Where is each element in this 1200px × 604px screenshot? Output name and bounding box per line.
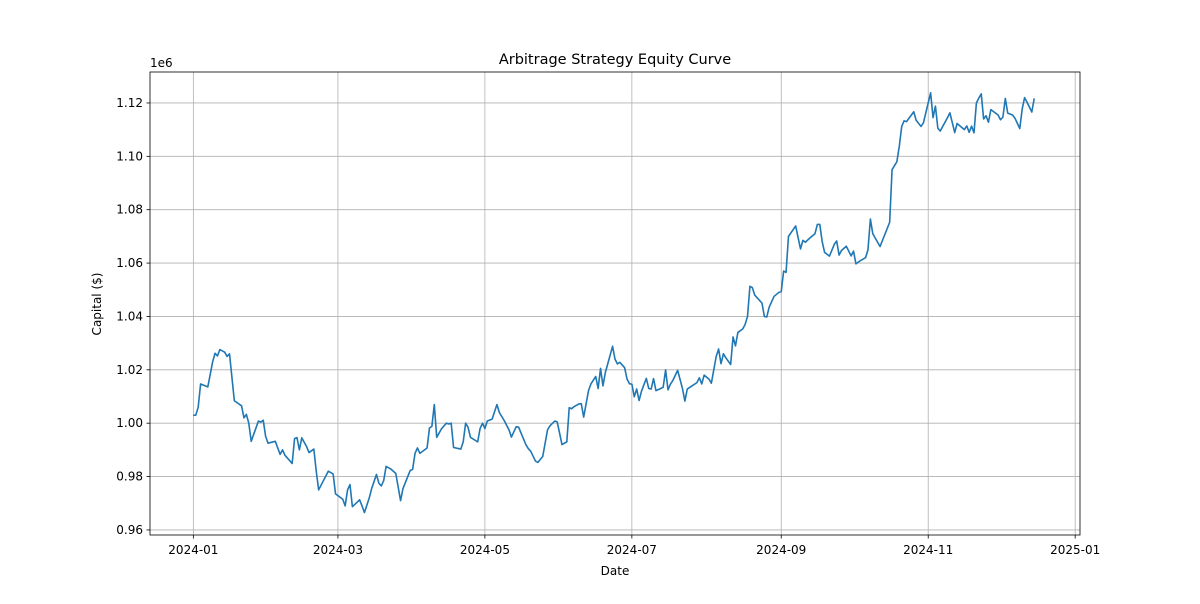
y-tick-label: 1.12 [116, 96, 143, 110]
y-tick-label: 1.08 [116, 203, 143, 217]
x-tick-label: 2024-03 [313, 543, 363, 557]
x-tick-label: 2024-01 [168, 543, 218, 557]
x-tick-label: 2024-11 [903, 543, 953, 557]
y-offset-label: 1e6 [150, 56, 173, 70]
plot-frame [149, 71, 1081, 536]
y-axis-label: Capital ($) [90, 273, 104, 336]
x-tick-label: 2024-09 [756, 543, 806, 557]
y-tick-label: 1.04 [116, 309, 143, 323]
y-tick-label: 0.98 [116, 470, 143, 484]
y-tick-label: 1.06 [116, 256, 143, 270]
x-tick-label: 2024-05 [460, 543, 510, 557]
x-tick-label: 2024-07 [607, 543, 657, 557]
y-tick-label: 1.02 [116, 363, 143, 377]
chart-title: Arbitrage Strategy Equity Curve [499, 52, 731, 68]
y-tick-label: 1.00 [116, 416, 143, 430]
x-axis-label: Date [601, 564, 630, 578]
line-series [193, 92, 1036, 514]
x-tick-label: 2025-01 [1050, 543, 1100, 557]
y-tick-label: 1.10 [116, 149, 143, 163]
y-tick-label: 0.96 [116, 523, 143, 537]
